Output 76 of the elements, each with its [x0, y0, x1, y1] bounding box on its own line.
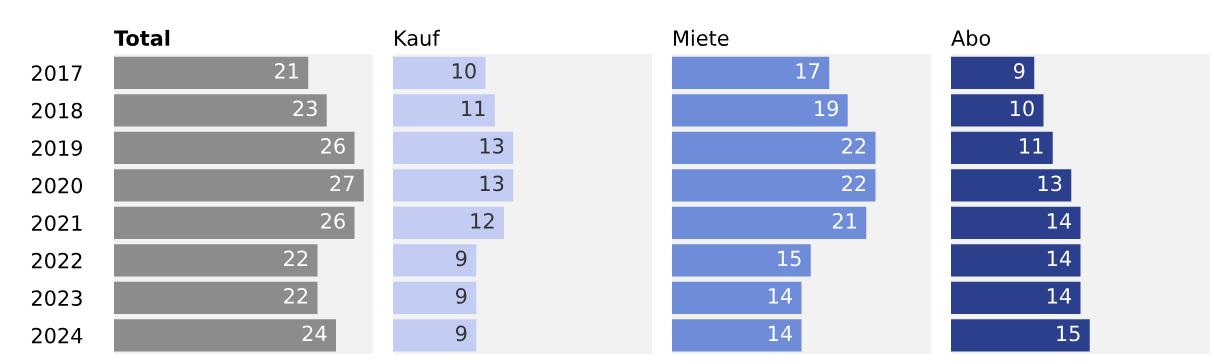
data-label: 9 — [455, 325, 467, 342]
bar — [672, 94, 848, 127]
data-label: 11 — [462, 100, 485, 116]
bar — [951, 94, 1044, 127]
bar — [951, 206, 1081, 239]
bar — [114, 206, 355, 239]
bar — [951, 319, 1090, 352]
data-label: 19 — [815, 100, 838, 117]
y-tick-label: 2023 — [31, 290, 82, 306]
data-label: 14 — [1047, 250, 1071, 266]
data-label: 22 — [842, 175, 866, 191]
bar — [672, 281, 802, 314]
bar — [393, 206, 504, 239]
data-label: 26 — [321, 138, 345, 154]
y-tick-label: 2022 — [31, 252, 82, 269]
bar — [951, 56, 1035, 89]
data-label: 21 — [274, 63, 298, 79]
data-label: 26 — [321, 213, 345, 229]
data-label: 13 — [480, 138, 504, 154]
data-label: 12 — [471, 213, 494, 229]
data-label: 14 — [1047, 288, 1071, 304]
data-label: 9 — [455, 250, 467, 267]
chart-title: Abo — [951, 29, 991, 46]
y-tick-label: 2024 — [31, 327, 83, 344]
data-label: 27 — [330, 175, 354, 191]
data-label: 10 — [452, 63, 476, 79]
y-tick-label: 2018 — [31, 102, 83, 119]
data-label: 15 — [778, 250, 801, 267]
data-label: 9 — [1013, 63, 1025, 79]
bar — [672, 131, 876, 164]
data-label: 13 — [1038, 175, 1062, 192]
bar — [114, 319, 336, 352]
data-label: 9 — [455, 288, 467, 304]
y-tick-label: 2021 — [31, 215, 82, 231]
data-label: 22 — [284, 288, 308, 304]
bar — [114, 56, 309, 89]
bar — [393, 281, 477, 314]
bar — [951, 244, 1081, 277]
y-tick-label: 2020 — [31, 177, 83, 194]
bar — [114, 131, 355, 164]
bar — [951, 169, 1072, 202]
bar — [393, 169, 514, 202]
bar — [672, 319, 802, 352]
bar — [672, 169, 876, 202]
chart-title: Total — [114, 29, 170, 46]
bar — [672, 206, 867, 239]
chart-title: Kauf — [395, 29, 440, 46]
data-label: 22 — [284, 250, 308, 266]
bar — [114, 244, 318, 277]
bar — [672, 244, 811, 277]
bar — [393, 131, 514, 164]
data-label: 15 — [1057, 325, 1080, 342]
data-label: 21 — [832, 213, 856, 229]
bar — [393, 244, 477, 277]
data-label: 14 — [768, 288, 792, 304]
data-label: 24 — [302, 325, 327, 341]
data-label: 14 — [1047, 213, 1071, 229]
data-label: 22 — [842, 138, 866, 154]
y-tick-label: 2019 — [31, 140, 82, 156]
bar — [951, 131, 1053, 164]
y-tick-label: 2017 — [31, 65, 82, 81]
bar — [393, 319, 477, 352]
bar — [951, 281, 1081, 314]
data-label: 10 — [1010, 100, 1034, 117]
data-label: 14 — [768, 325, 792, 341]
bar — [114, 94, 327, 127]
bar — [393, 56, 486, 89]
data-label: 17 — [796, 63, 820, 79]
data-label: 23 — [293, 100, 317, 117]
chart-title: Miete — [674, 29, 729, 46]
bar — [114, 281, 318, 314]
data-label: 11 — [1020, 138, 1043, 154]
bar — [114, 169, 364, 202]
bar — [393, 94, 495, 127]
bar — [672, 56, 830, 89]
data-label: 13 — [480, 175, 504, 192]
